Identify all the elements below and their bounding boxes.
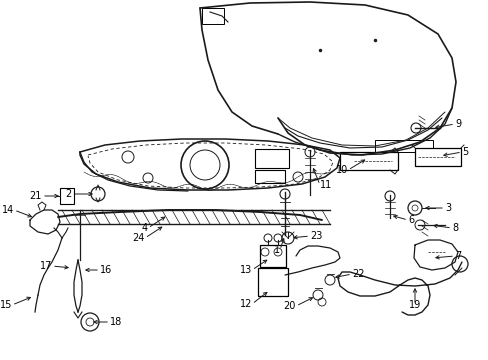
Text: 18: 18: [110, 317, 122, 327]
Text: 3: 3: [444, 203, 450, 213]
Text: 1: 1: [273, 245, 280, 255]
Text: 17: 17: [40, 261, 52, 271]
Text: 11: 11: [319, 180, 331, 190]
Bar: [60, 188, 74, 204]
Text: 4: 4: [142, 223, 148, 233]
Bar: [254, 149, 288, 168]
Text: 16: 16: [100, 265, 112, 275]
Bar: [339, 152, 397, 170]
Text: 6: 6: [407, 215, 413, 225]
Bar: [254, 170, 285, 183]
Text: 9: 9: [454, 119, 460, 129]
Text: 24: 24: [132, 233, 145, 243]
Text: 20: 20: [283, 301, 295, 311]
Bar: [374, 140, 432, 152]
Text: 19: 19: [408, 300, 420, 310]
Text: 23: 23: [309, 231, 322, 241]
Text: 5: 5: [461, 147, 468, 157]
Bar: [260, 245, 285, 267]
Text: 21: 21: [30, 191, 42, 201]
Text: 12: 12: [239, 299, 251, 309]
Text: 2: 2: [65, 189, 72, 199]
Text: 14: 14: [2, 205, 14, 215]
Bar: [258, 268, 287, 296]
Bar: [414, 148, 460, 166]
Text: 7: 7: [454, 251, 460, 261]
Text: 15: 15: [0, 300, 12, 310]
Text: 13: 13: [239, 265, 251, 275]
Bar: [202, 8, 224, 24]
Text: 10: 10: [335, 165, 347, 175]
Text: 8: 8: [451, 223, 457, 233]
Text: 22: 22: [351, 269, 364, 279]
